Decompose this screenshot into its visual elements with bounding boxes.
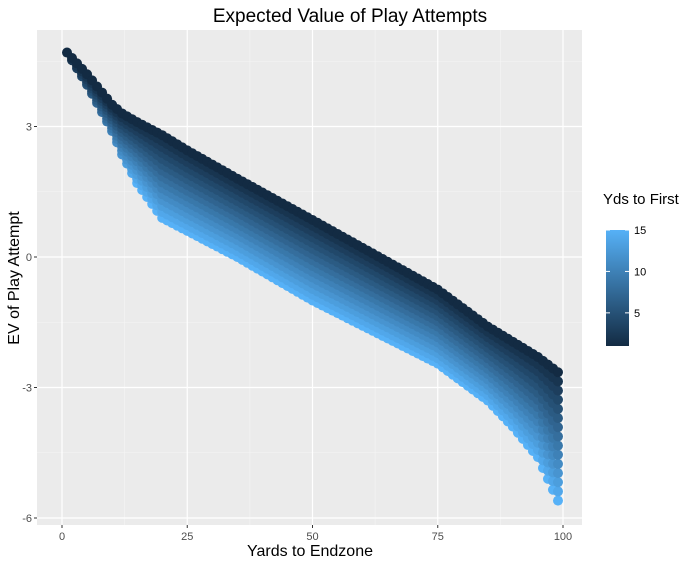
y-axis-label: EV of Play Attempt <box>6 211 23 345</box>
chart-title: Expected Value of Play Attempts <box>213 6 487 27</box>
data-point <box>552 495 563 506</box>
data-point <box>552 376 563 387</box>
data-point <box>552 413 563 424</box>
x-tick-label: 25 <box>181 531 193 543</box>
data-point <box>552 422 563 433</box>
data-point <box>552 477 563 488</box>
data-point <box>552 367 563 378</box>
x-tick-label: 75 <box>432 531 444 543</box>
data-point <box>552 385 563 396</box>
x-tick-label: 0 <box>59 531 65 543</box>
y-tick-label: -3 <box>22 383 32 395</box>
legend-title: Yds to First <box>603 191 680 208</box>
data-point <box>552 449 563 460</box>
legend-colorbar <box>606 230 629 346</box>
data-point <box>552 403 563 414</box>
data-point <box>552 431 563 442</box>
legend-tick-label: 10 <box>634 266 646 278</box>
legend-tick-label: 5 <box>634 308 640 320</box>
axes: 0 25 50 75 100 3 0 -3 -6 <box>22 122 572 544</box>
data-point <box>552 440 563 451</box>
y-tick-label: 3 <box>26 122 32 134</box>
data-point <box>552 486 563 497</box>
y-tick-label: 0 <box>26 252 32 264</box>
x-axis-label: Yards to Endzone <box>247 543 373 560</box>
points-layer <box>62 47 563 506</box>
x-tick-label: 100 <box>554 531 572 543</box>
y-tick-label: -6 <box>22 513 32 525</box>
data-point <box>552 458 563 469</box>
data-point <box>552 394 563 405</box>
x-tick-label: 50 <box>306 531 318 543</box>
data-point <box>552 468 563 479</box>
legend: Yds to First 15 10 5 <box>603 191 680 346</box>
legend-tick-label: 15 <box>634 225 646 237</box>
